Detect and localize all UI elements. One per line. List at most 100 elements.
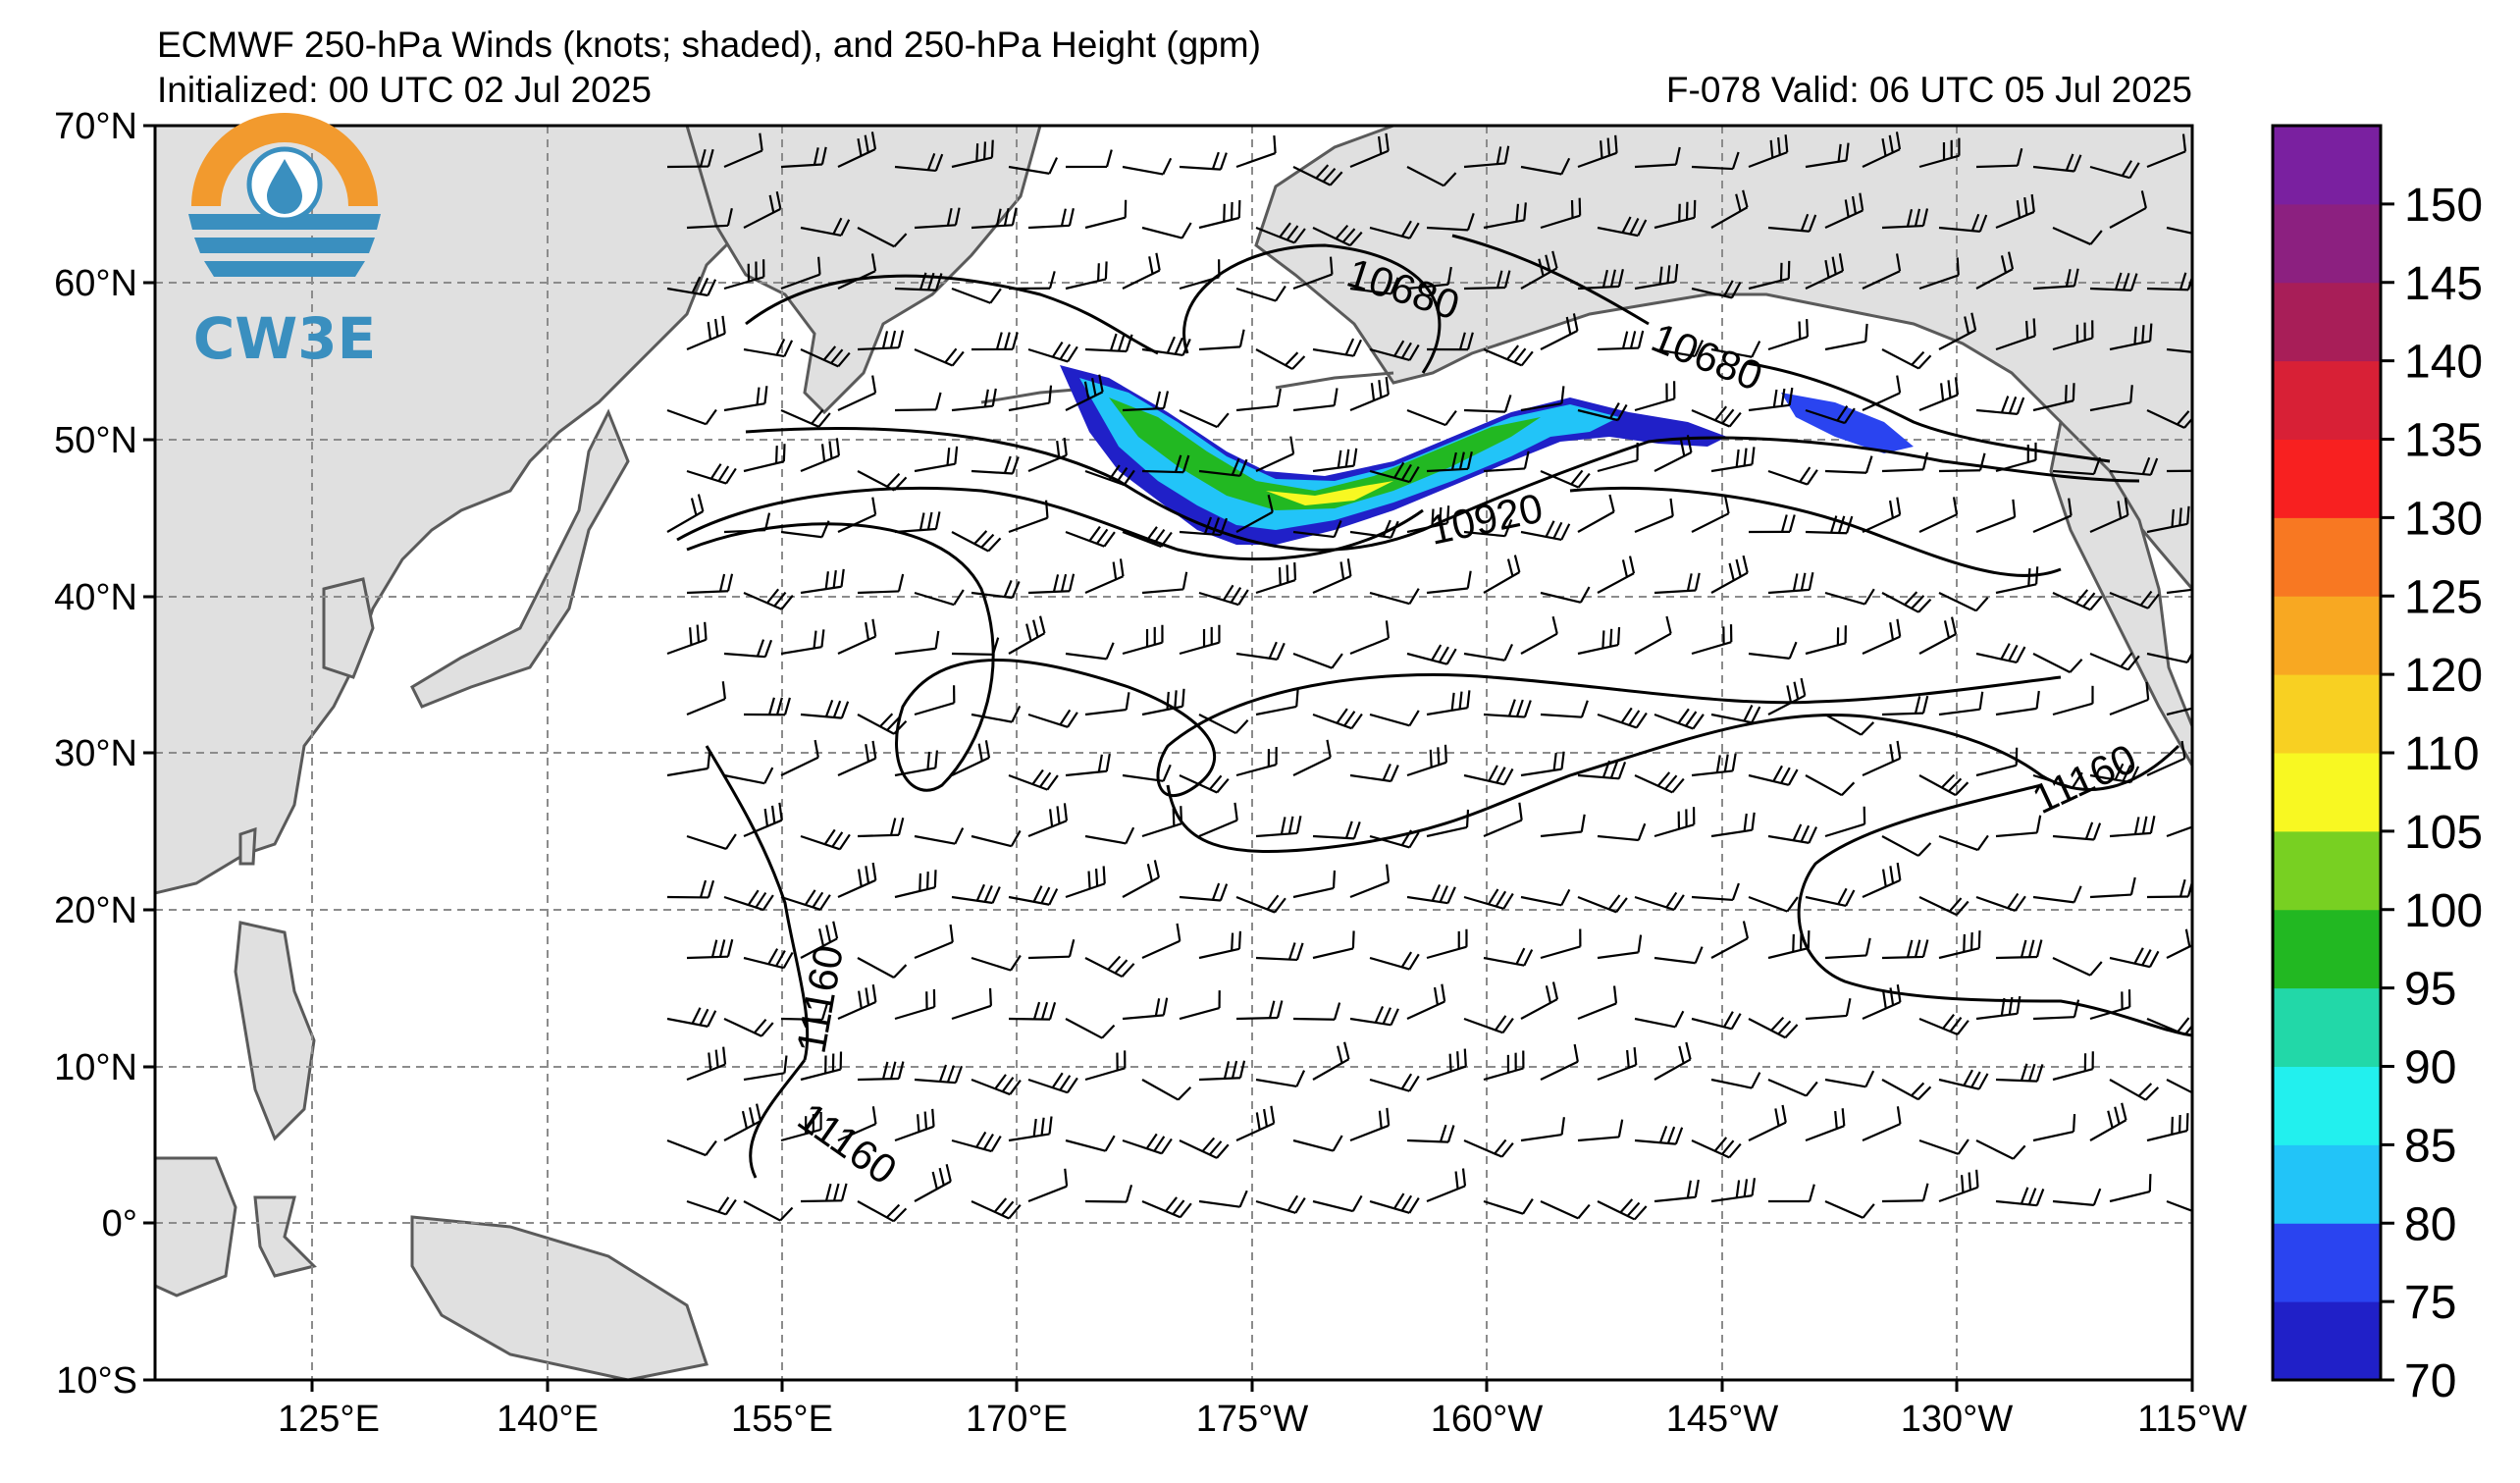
wind-barb <box>686 463 737 485</box>
wind-barb <box>1141 1079 1192 1101</box>
wind-barb <box>2052 456 2101 476</box>
map-title: ECMWF 250-hPa Winds (knots; shaded), and… <box>157 25 1261 65</box>
wind-barb <box>1292 739 1332 776</box>
wind-barb <box>1027 938 1076 960</box>
wind-barb <box>2052 589 2103 611</box>
wind-barb <box>857 330 905 351</box>
wind-barb <box>1312 558 1352 595</box>
wind-barb <box>1805 515 1854 535</box>
wind-barb <box>1235 641 1286 661</box>
wind-barb <box>857 573 905 595</box>
wind-barb <box>1975 643 2026 664</box>
wind-barb <box>1008 885 1059 906</box>
wind-barb <box>1975 251 2015 290</box>
wind-barb <box>780 146 827 169</box>
wind-barb <box>1520 888 1571 907</box>
wind-barb <box>1805 1108 1846 1142</box>
wind-barb <box>1824 588 1875 606</box>
wind-barb <box>1084 1050 1127 1082</box>
wind-barb <box>1597 1047 1638 1082</box>
wind-barb <box>2166 1199 2192 1212</box>
wind-barb <box>686 938 734 960</box>
wind-barb <box>1084 955 1135 979</box>
wind-barb <box>1748 1104 1787 1141</box>
wind-barb <box>1918 257 1960 291</box>
wind-barb <box>800 1051 843 1082</box>
wind-barb <box>800 345 851 368</box>
wind-barb <box>1577 626 1621 656</box>
wind-barb <box>1691 151 1740 171</box>
wind-barb <box>1634 615 1672 655</box>
wind-barb <box>1881 451 1929 473</box>
wind-barb <box>1179 151 1228 171</box>
wind-barb <box>951 740 991 776</box>
wind-barb <box>1540 586 1591 604</box>
colorbar-label: 90 <box>2404 1042 2456 1094</box>
wind-barb <box>1349 1107 1391 1142</box>
wind-barb <box>1179 624 1221 656</box>
wind-barb <box>1198 199 1241 230</box>
wind-barb <box>1122 860 1160 898</box>
wind-barb <box>1292 870 1337 899</box>
wind-barb <box>1292 1135 1343 1152</box>
wind-barb <box>2032 885 2082 904</box>
jet-shade-80 <box>1079 378 1619 530</box>
wind-barb <box>1824 937 1871 960</box>
wind-barb <box>1369 220 1420 239</box>
wind-barb <box>1995 939 2043 960</box>
wind-barb <box>1369 710 1420 727</box>
wind-barb <box>666 148 714 169</box>
wind-barb <box>1027 341 1078 363</box>
wind-barb <box>1995 318 2036 351</box>
latitude-labels: 70°N 60°N 50°N 40°N 30°N 20°N 10°N 0° 10… <box>54 106 137 1402</box>
wind-barb <box>1862 132 1902 168</box>
wind-barb <box>1406 266 1452 291</box>
wind-barb <box>2109 1079 2160 1101</box>
land-new-guinea <box>410 1215 709 1380</box>
wind-barb <box>1691 496 1730 533</box>
wind-barb <box>914 347 965 367</box>
colorbar-swatch <box>2273 987 2381 1067</box>
wind-barb <box>2109 190 2147 229</box>
wind-barb <box>780 629 825 656</box>
wind-barb <box>971 455 1020 475</box>
wind-barb <box>1824 192 1864 229</box>
wind-barb <box>2166 926 2192 959</box>
wind-barb <box>1065 525 1116 548</box>
wind-barb <box>1767 213 1817 233</box>
wind-barb <box>1691 1137 1742 1159</box>
wind-barb <box>1141 454 1190 474</box>
wind-barb <box>1710 705 1761 724</box>
wind-barb <box>1748 895 1799 913</box>
wind-barb <box>1426 1168 1467 1203</box>
wind-barb <box>1767 1078 1818 1097</box>
colorbar-label: 110 <box>2404 728 2480 780</box>
wind-barb <box>1235 285 1286 302</box>
wind-barb <box>1027 437 1068 473</box>
wind-barb <box>2089 160 2140 180</box>
wind-barb <box>914 924 954 960</box>
wind-barb <box>1862 618 1902 656</box>
wind-barb <box>666 621 708 656</box>
wind-barb <box>743 338 794 358</box>
lon-label-115w: 115°W <box>2137 1399 2247 1440</box>
wind-barb <box>780 408 831 428</box>
wind-barb <box>686 208 733 230</box>
wind-barb <box>1691 405 1742 428</box>
wind-barb <box>1349 763 1399 783</box>
wind-barb <box>2052 1188 2102 1206</box>
wind-barb <box>1312 821 1361 840</box>
wind-barb <box>857 227 908 248</box>
wind-barb <box>1084 464 1135 487</box>
wind-barb <box>1008 271 1056 291</box>
wind-barb <box>1975 396 2025 415</box>
wind-barb <box>894 870 937 899</box>
wind-barb <box>1141 688 1185 716</box>
wind-barb <box>1540 469 1591 489</box>
wind-barb <box>1369 1192 1420 1214</box>
wind-barb <box>2032 1114 2076 1142</box>
wind-barb <box>1122 526 1173 549</box>
wind-barb <box>1179 516 1228 537</box>
wind-barb <box>1084 199 1128 230</box>
wind-barb <box>1255 816 1302 838</box>
